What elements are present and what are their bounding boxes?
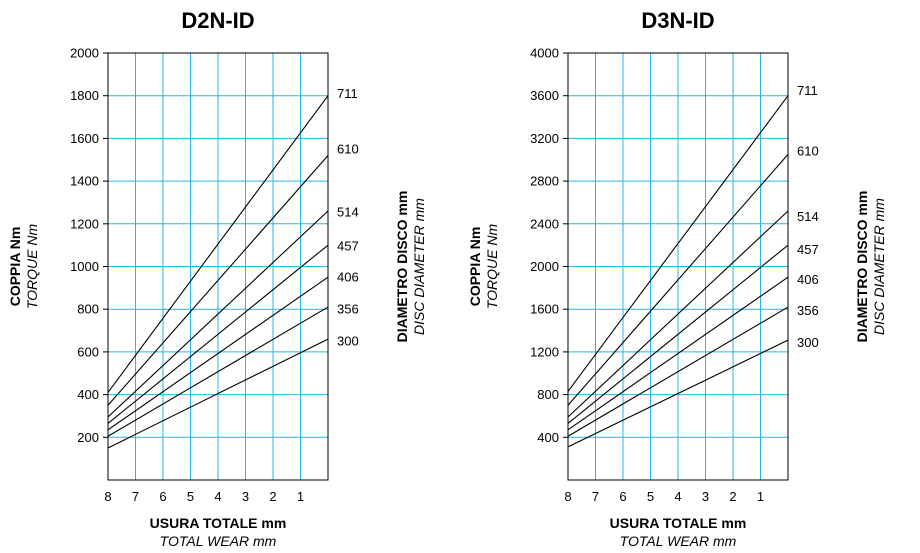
- series-label-610: 610: [797, 144, 819, 159]
- series-line-406: [107, 276, 329, 431]
- x-tick-label: 8: [104, 489, 111, 504]
- right-axis-label-it: DIAMETRO DISCO mm: [854, 191, 870, 343]
- series-label-300: 300: [337, 334, 359, 349]
- chart-d2n-id: D2N-ID 200 400 600 800 1000 1200 1400 1600 1800 20…: [7, 8, 427, 549]
- x-tick-label: 6: [159, 489, 166, 504]
- series-label-711: 711: [337, 86, 358, 101]
- x-tick-label: 5: [647, 489, 654, 504]
- y-axis-label-en: TORQUE Nm: [484, 224, 500, 310]
- x-tick-label: 6: [619, 489, 626, 504]
- chart-d3n-id: D3N-ID 400 800 1200 1600 2000 2400 2800 3200 3600…: [460, 0, 920, 553]
- series-line-514: [107, 210, 329, 418]
- chart-title: D3N-ID: [641, 8, 714, 33]
- right-axis-label-it: DIAMETRO DISCO mm: [394, 191, 410, 343]
- x-tick-label: 5: [187, 489, 194, 504]
- x-tick-label: 4: [674, 489, 681, 504]
- y-axis-label: COPPIA Nm TORQUE Nm: [7, 224, 40, 310]
- y-tick-label: 600: [77, 344, 99, 359]
- y-tick-label: 1600: [70, 131, 99, 146]
- y-tick-label: 1600: [530, 302, 559, 317]
- x-tick-label: 7: [592, 489, 599, 504]
- chart-svg-d3n-id: D3N-ID 400 800 1200 1600 2000 2400 2800 3200 3600…: [467, 8, 887, 549]
- x-tick-label: 7: [132, 489, 139, 504]
- y-tick-label: 2400: [530, 216, 559, 231]
- y-tick-label: 1400: [70, 174, 99, 189]
- series-label-356: 356: [337, 302, 359, 317]
- y-tick-label: 200: [77, 430, 99, 445]
- x-tick-label: 2: [269, 489, 276, 504]
- y-axis-label-it: COPPIA Nm: [467, 227, 483, 307]
- series-label-406: 406: [337, 270, 359, 285]
- x-tick-label: 8: [564, 489, 571, 504]
- chart-title: D2N-ID: [181, 8, 254, 33]
- series-label-610: 610: [337, 142, 359, 157]
- y-axis-label-it: COPPIA Nm: [7, 227, 23, 307]
- series-line-300: [107, 338, 329, 449]
- right-axis-label: DIAMETRO DISCO mm DISC DIAMETER mm: [394, 191, 427, 343]
- x-axis-label-en: TOTAL WEAR mm: [620, 533, 737, 549]
- y-tick-label: 2000: [530, 259, 559, 274]
- y-tick-label: 1000: [70, 259, 99, 274]
- y-tick-label: 800: [537, 387, 559, 402]
- series-line-711: [107, 95, 329, 393]
- series-label-300: 300: [797, 335, 819, 350]
- x-tick-label: 4: [214, 489, 221, 504]
- right-axis-label-en: DISC DIAMETER mm: [871, 198, 887, 335]
- y-axis-label-en: TORQUE Nm: [24, 224, 40, 310]
- series-line-514: [567, 210, 789, 418]
- x-tick-label: 3: [702, 489, 709, 504]
- chart-svg-d2n-id: D2N-ID 200 400 600 800 1000 1200 1400 1600 1800 20…: [7, 8, 427, 549]
- series-label-711: 711: [797, 83, 818, 98]
- y-tick-label: 400: [77, 387, 99, 402]
- series-label-457: 457: [337, 239, 359, 254]
- y-tick-label: 800: [77, 302, 99, 317]
- x-axis-label-it: USURA TOTALE mm: [150, 515, 287, 531]
- y-tick-label: 2800: [530, 174, 559, 189]
- series-line-300: [567, 339, 789, 448]
- y-axis-label: COPPIA Nm TORQUE Nm: [467, 224, 500, 310]
- x-axis-label-it: USURA TOTALE mm: [610, 515, 747, 531]
- series-line-457: [107, 244, 329, 424]
- y-tick-label: 3600: [530, 88, 559, 103]
- x-tick-label: 2: [729, 489, 736, 504]
- series-line-711: [567, 95, 789, 392]
- x-tick-label: 3: [242, 489, 249, 504]
- series-line-610: [107, 155, 329, 406]
- right-axis-label: DIAMETRO DISCO mm DISC DIAMETER mm: [854, 191, 887, 343]
- series-label-514: 514: [797, 209, 819, 224]
- series-label-356: 356: [797, 303, 819, 318]
- y-tick-label: 3200: [530, 131, 559, 146]
- y-tick-label: 4000: [530, 46, 559, 61]
- series-label-457: 457: [797, 242, 819, 257]
- series-line-356: [567, 306, 789, 437]
- y-tick-label: 1200: [70, 216, 99, 231]
- series-line-610: [567, 154, 789, 406]
- x-tick-label: 1: [757, 489, 764, 504]
- y-tick-label: 1200: [530, 344, 559, 359]
- x-tick-label: 1: [297, 489, 304, 504]
- y-tick-label: 400: [537, 430, 559, 445]
- series-label-514: 514: [337, 205, 359, 220]
- series-line-406: [567, 276, 789, 431]
- series-label-406: 406: [797, 272, 819, 287]
- y-tick-label: 2000: [70, 46, 99, 61]
- right-axis-label-en: DISC DIAMETER mm: [411, 198, 427, 335]
- series-line-356: [107, 306, 329, 437]
- series-line-457: [567, 244, 789, 424]
- x-axis-label-en: TOTAL WEAR mm: [160, 533, 277, 549]
- y-tick-label: 1800: [70, 88, 99, 103]
